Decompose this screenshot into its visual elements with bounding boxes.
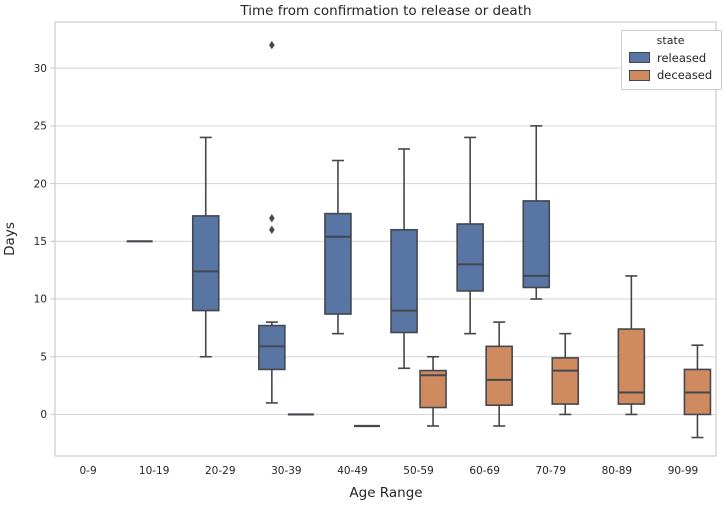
x-tick-label: 70-79 <box>535 465 566 477</box>
y-axis: 0 5 10 15 20 25 30 <box>34 63 55 421</box>
outlier-diamond-released-30-39 <box>269 214 275 223</box>
x-tick-label: 0-9 <box>79 465 96 477</box>
x-tick-label: 20-29 <box>205 465 236 477</box>
box-released-20-29 <box>191 215 220 312</box>
y-tick-label: 10 <box>34 294 47 306</box>
legend-entry-deceased: deceased <box>629 68 712 82</box>
box-deceased-50-59 <box>419 369 447 409</box>
y-tick-label: 30 <box>34 63 47 75</box>
box-released-50-59 <box>390 228 418 334</box>
legend-label-released: released <box>657 50 707 65</box>
box-deceased-60-69 <box>485 345 513 407</box>
gridlines <box>55 67 716 415</box>
legend-entry-released: released <box>629 51 712 65</box>
chart-title: Time from confirmation to release or dea… <box>239 3 531 19</box>
x-tick-label: 30-39 <box>271 465 302 477</box>
box-released-30-39 <box>258 324 286 371</box>
outlier-diamond-released-30-39 <box>269 225 275 234</box>
x-tick-label: 60-69 <box>469 465 500 477</box>
y-tick-label: 25 <box>34 121 47 133</box>
y-axis-label: Days <box>2 222 18 256</box>
x-tick-label: 90-99 <box>668 465 699 477</box>
released-color-swatch <box>629 52 650 64</box>
x-tick-label: 40-49 <box>337 465 368 477</box>
x-axis: 0-9 10-19 20-29 30-39 40-49 50-59 60-69 70-79 80… <box>79 465 698 477</box>
y-tick-label: 5 <box>40 351 47 363</box>
y-tick-label: 0 <box>40 409 47 421</box>
deceased-color-swatch <box>629 69 650 81</box>
y-tick-label: 20 <box>34 178 47 190</box>
boxplot-series <box>126 40 712 439</box>
x-tick-label: 50-59 <box>403 465 434 477</box>
legend-label-deceased: deceased <box>657 68 713 83</box>
legend: state released deceased <box>621 30 723 90</box>
outlier-diamond-released-30-39 <box>269 40 275 50</box>
box-released-40-49 <box>324 212 352 315</box>
x-tick-label: 10-19 <box>139 465 170 477</box>
x-axis-label: Age Range <box>349 485 422 501</box>
x-tick-label: 80-89 <box>602 465 633 477</box>
box-released-70-79 <box>522 200 551 289</box>
box-deceased-70-79 <box>551 357 580 405</box>
plot-border <box>54 21 717 457</box>
y-tick-label: 15 <box>34 236 47 248</box>
box-released-60-69 <box>456 223 484 292</box>
legend-title: state <box>656 34 685 47</box>
